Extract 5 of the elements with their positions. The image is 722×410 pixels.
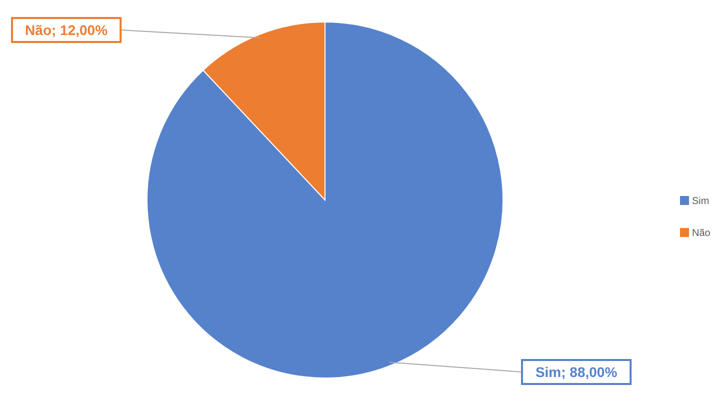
data-label: Não; 12,00% <box>25 22 108 38</box>
legend-label: Não <box>692 228 711 239</box>
data-label: Sim; 88,00% <box>535 364 618 380</box>
pie-slice <box>146 22 504 378</box>
legend-label: Sim <box>692 196 710 207</box>
